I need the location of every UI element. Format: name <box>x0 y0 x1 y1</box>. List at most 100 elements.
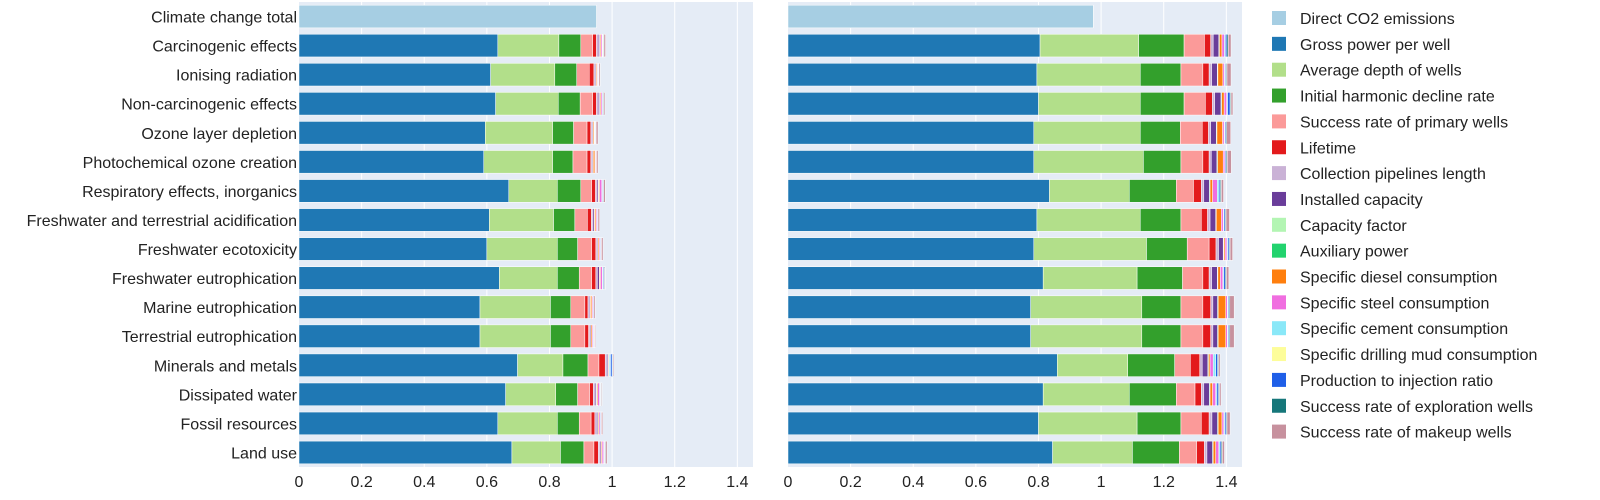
bar-segment: Freshwater eutrophication — Initial harm… <box>557 266 580 290</box>
bar-segment: Ozone layer depletion — Gross power per … <box>298 121 486 145</box>
bar-segment: Dissipated water — Initial harmonic decl… <box>555 382 578 406</box>
legend-label: Direct CO2 emissions <box>1300 11 1455 28</box>
bar-segment: Respiratory effects, inorganics — Instal… <box>1203 179 1210 203</box>
legend-label: Specific steel consumption <box>1300 295 1489 312</box>
bar-segment: Minerals and metals — Average depth of w… <box>517 353 564 377</box>
bar-segment: Terrestrial eutrophication — Initial har… <box>550 324 572 348</box>
legend-label: Success rate of primary wells <box>1300 114 1508 131</box>
bar-segment: Dissipated water — Specific steel consum… <box>597 382 600 406</box>
bar-segment: Photochemical ozone creation — Success r… <box>596 150 599 174</box>
bar-segment: Dissipated water — Collection pipelines … <box>593 382 596 406</box>
category-label: Carcinogenic effects <box>152 39 297 56</box>
bar-segment: Land use — Collection pipelines length: … <box>1204 440 1208 465</box>
bar-segment: Photochemical ozone creation — Installed… <box>1211 150 1218 174</box>
category-label: Dissipated water <box>179 387 298 404</box>
bar-segment: Ionising radiation — Success rate of pri… <box>576 63 590 87</box>
bar-segment: Respiratory effects, inorganics — Gross … <box>787 179 1050 203</box>
bar-segment: Freshwater ecotoxicity — Success rate of… <box>1229 237 1233 261</box>
bar-segment: Carcinogenic effects — Gross power per w… <box>787 34 1041 58</box>
bar-segment: Freshwater and terrestrial acidification… <box>553 208 576 232</box>
category-label: Freshwater and terrestrial acidification <box>27 213 297 230</box>
bar-segment: Freshwater ecotoxicity — Gross power per… <box>787 237 1035 261</box>
bar-segment: Carcinogenic effects — Collection pipeli… <box>1210 34 1214 58</box>
bar-segment: Freshwater eutrophication — Success rate… <box>1226 266 1230 290</box>
legend-label: Success rate of exploration wells <box>1300 399 1533 416</box>
x-tick-label: 0.6 <box>965 474 987 491</box>
bar-segment: Freshwater eutrophication — Installed ca… <box>1211 266 1218 290</box>
bar-segment: Terrestrial eutrophication — Lifetime: 0… <box>1202 324 1211 348</box>
bar-segment: Freshwater and terrestrial acidification… <box>1180 208 1202 232</box>
category-labels: Climate change total Carcinogenic effects… <box>27 10 298 463</box>
legend-swatch <box>1272 140 1286 155</box>
bar-segment: Freshwater ecotoxicity — Success rate of… <box>601 237 604 261</box>
bar-segment: Freshwater and terrestrial acidification… <box>787 208 1038 232</box>
x-tick-label: 0.8 <box>538 474 560 491</box>
bar-segment: Respiratory effects, inorganics — Averag… <box>508 179 558 203</box>
bar-segment: Ionising radiation — Specific diesel con… <box>1217 63 1224 87</box>
bar-segment: Ozone layer depletion — Initial harmonic… <box>1139 121 1181 145</box>
bar-segment: Photochemical ozone creation — Initial h… <box>552 150 574 174</box>
legend-label: Collection pipelines length <box>1300 166 1486 183</box>
bar-segment: Terrestrial eutrophication — Success rat… <box>1229 324 1235 348</box>
legend: Direct CO2 emissions Gross power per well… <box>1272 11 1537 442</box>
bar-segment: Non-carcinogenic effects — Gross power p… <box>298 92 496 116</box>
bar-segment: Fossil resources — Average depth of well… <box>497 411 558 435</box>
bar-segment: Ozone layer depletion — Installed capaci… <box>1210 121 1217 145</box>
bar-segment: Freshwater ecotoxicity — Gross power per… <box>298 237 488 261</box>
bar-segment: Freshwater eutrophication — Average dept… <box>499 266 558 290</box>
bar-segment: Photochemical ozone creation — Lifetime:… <box>586 150 592 174</box>
bar-segment: Terrestrial eutrophication — Gross power… <box>298 324 481 348</box>
category-label: Non-carcinogenic effects <box>121 97 297 114</box>
bar-segment: Respiratory effects, inorganics — Succes… <box>580 179 593 203</box>
category-label: Ozone layer depletion <box>141 126 297 143</box>
bar-segment: Terrestrial eutrophication — Average dep… <box>1030 324 1143 348</box>
bar-segment: Fossil resources — Lifetime: 0.012 <box>590 411 596 435</box>
bar-segment: Freshwater ecotoxicity — Installed capac… <box>1218 237 1224 261</box>
bar-segment: Non-carcinogenic effects — Gross power p… <box>787 92 1039 116</box>
category-label: Freshwater ecotoxicity <box>138 242 297 259</box>
bar-segment: Carcinogenic effects — Lifetime: 0.012 <box>592 34 597 58</box>
bar-segment: Marine eutrophication — Success rate of … <box>570 295 586 319</box>
bar-segment: Photochemical ozone creation — Success r… <box>1180 150 1204 174</box>
bar-segment: Photochemical ozone creation — Gross pow… <box>298 150 484 174</box>
bar-segment: Non-carcinogenic effects — Specific stee… <box>1223 92 1227 116</box>
bar-segment: Freshwater ecotoxicity — Success rate of… <box>1186 237 1210 261</box>
bar-segment: Land use — Gross power per well: 0.68 <box>298 440 513 465</box>
bar-segment: Freshwater and terrestrial acidification… <box>1207 208 1211 232</box>
bar-segment: Marine eutrophication — Success rate of … <box>1229 295 1235 319</box>
bar-segment: Non-carcinogenic effects — Initial harmo… <box>557 92 581 116</box>
bar-segment: Fossil resources — Specific diesel consu… <box>1217 411 1223 435</box>
bar-segment: Non-carcinogenic effects — Success rate … <box>1183 92 1206 116</box>
bar-segment: Fossil resources — Installed capacity: 0… <box>1211 411 1218 435</box>
legend-label: Initial harmonic decline rate <box>1300 89 1495 106</box>
legend-swatch <box>1272 62 1286 77</box>
bar-segment: Freshwater eutrophication — Specific die… <box>1217 266 1221 290</box>
legend-swatch <box>1272 88 1286 103</box>
bar-segment: Photochemical ozone creation — Collectio… <box>1208 150 1212 174</box>
bar-segment: Minerals and metals — Initial harmonic d… <box>562 353 589 377</box>
bar-segment: Terrestrial eutrophication — Average dep… <box>479 324 551 348</box>
bar-segment: Marine eutrophication — Initial harmonic… <box>1141 295 1182 319</box>
bar-segment: Freshwater and terrestrial acidification… <box>1209 208 1216 232</box>
bar-segment: Climate change total — Direct CO2 emissi… <box>298 4 597 29</box>
x-tick-label: 0.2 <box>350 474 372 491</box>
bar-segment: Non-carcinogenic effects — Lifetime: 0.0… <box>1205 92 1213 116</box>
bar-segment: Marine eutrophication — Specific diesel … <box>1217 295 1226 319</box>
legend-swatch <box>1272 217 1286 232</box>
bar-segment: Freshwater ecotoxicity — Initial harmoni… <box>557 237 578 261</box>
bar-segment: Freshwater ecotoxicity — Lifetime: 0.022 <box>1208 237 1217 261</box>
legend-swatch <box>1272 36 1286 51</box>
bar-segment: Dissipated water — Specific steel consum… <box>1212 382 1216 406</box>
bar-segment: Non-carcinogenic effects — Lifetime: 0.0… <box>592 92 597 116</box>
bar-segment: Dissipated water — Installed capacity: 0… <box>1203 382 1210 406</box>
bar-segment: Freshwater eutrophication — Specific ste… <box>600 266 603 290</box>
bar-segment: Respiratory effects, inorganics — Specif… <box>1217 179 1220 203</box>
bar-segment: Dissipated water — Lifetime: 0.012 <box>589 382 594 406</box>
bar-segment: Freshwater ecotoxicity — Initial harmoni… <box>1146 237 1188 261</box>
bar-segment: Land use — Success rate of makeup wells:… <box>605 440 608 465</box>
bar-segment: Dissipated water — Success rate of prima… <box>577 382 590 406</box>
legend-swatch <box>1272 269 1286 284</box>
bar-segment: Fossil resources — Success rate of makeu… <box>601 411 603 435</box>
bar-segment: Respiratory effects, inorganics — Specif… <box>1209 179 1213 203</box>
bar-segment: Photochemical ozone creation — Success r… <box>1227 150 1232 174</box>
